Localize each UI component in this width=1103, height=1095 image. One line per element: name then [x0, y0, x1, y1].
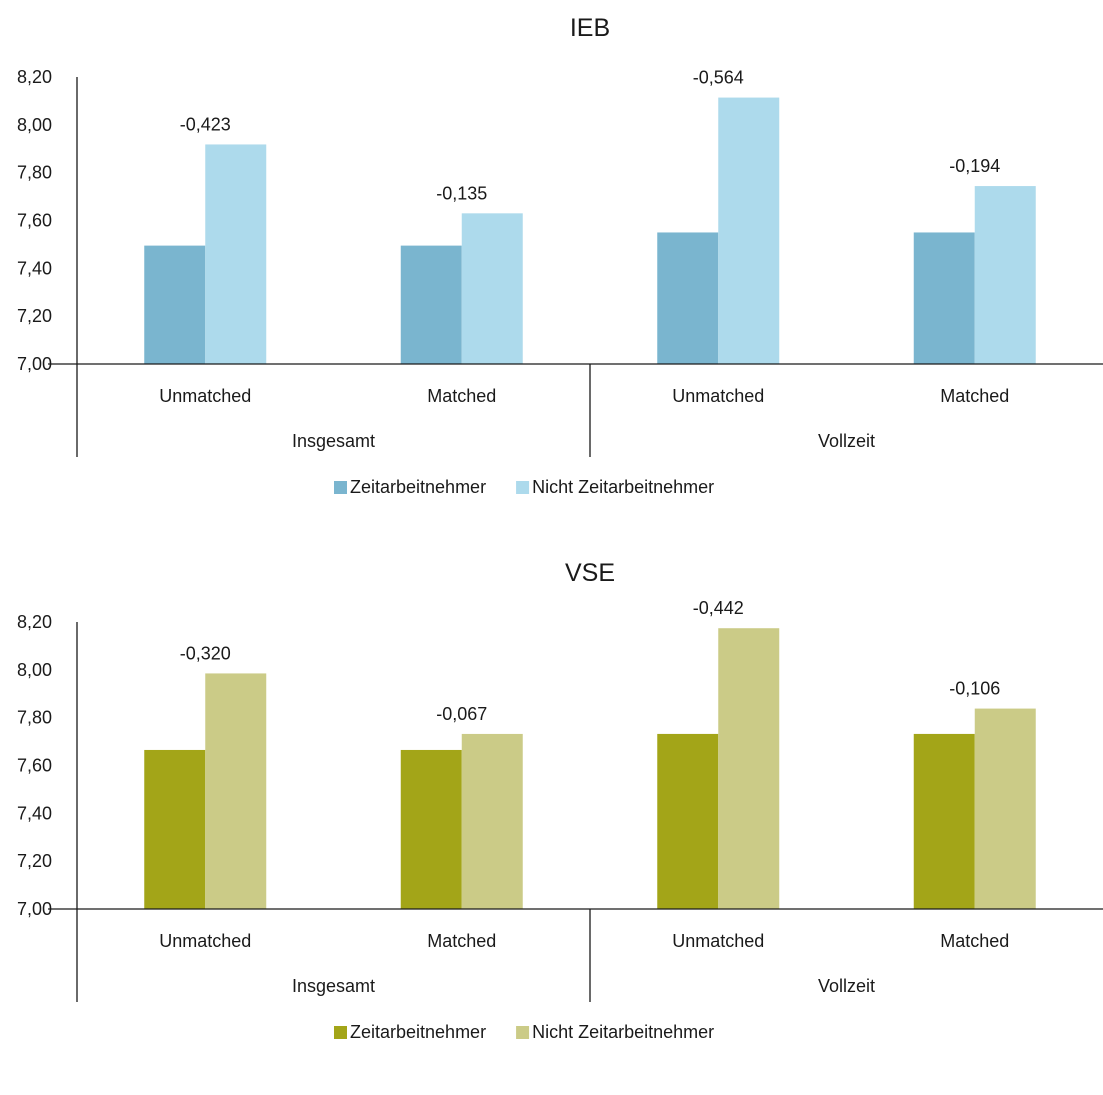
- ieb-legend-label: Nicht Zeitarbeitnehmer: [532, 477, 714, 497]
- vse-chart-svg: VSE 7,00 7,20 7,40 7,60 7,80 8,00 8,20 -0,320 Unm…: [17, 559, 1103, 1042]
- vse-bar-nicht-zeitarbeitnehmer: [205, 673, 267, 909]
- vse-x-group-label: Vollzeit: [818, 976, 875, 996]
- vse-bar-nicht-zeitarbeitnehmer: [974, 708, 1036, 909]
- vse-legend-swatch: [516, 1026, 530, 1039]
- vse-y-tick-label: 7,80: [17, 708, 52, 728]
- ieb-legend-swatch: [334, 481, 347, 494]
- ieb-chart: IEB 7,00 7,20 7,40 7,60 7,80 8,00 8,20 -0,423 Unm…: [0, 0, 1103, 545]
- ieb-data-label: -0,135: [436, 183, 487, 203]
- ieb-y-tick-label: 7,40: [17, 258, 52, 278]
- ieb-data-label: -0,194: [949, 156, 1000, 176]
- ieb-chart-title: IEB: [570, 14, 610, 42]
- ieb-bar-nicht-zeitarbeitnehmer: [718, 97, 780, 365]
- vse-bar-zeitarbeitnehmer: [657, 733, 719, 909]
- ieb-x-group-label: Vollzeit: [818, 431, 875, 451]
- vse-x-category-label: Matched: [940, 931, 1009, 951]
- ieb-y-tick-label: 8,20: [17, 67, 52, 87]
- ieb-y-tick-label: 7,80: [17, 163, 52, 183]
- vse-legend-swatch: [334, 1026, 347, 1039]
- vse-chart: VSE 7,00 7,20 7,40 7,60 7,80 8,00 8,20 -0,320 Unm…: [0, 545, 1103, 1090]
- vse-data-label: -0,106: [949, 679, 1000, 699]
- vse-x-category-label: Matched: [427, 931, 496, 951]
- ieb-bar-zeitarbeitnehmer: [913, 232, 975, 364]
- vse-y-tick-label: 7,20: [17, 851, 52, 871]
- vse-legend-label: Zeitarbeitnehmer: [350, 1022, 486, 1042]
- vse-y-tick-label: 7,60: [17, 756, 52, 776]
- vse-bar-zeitarbeitnehmer: [913, 733, 975, 909]
- vse-bar-zeitarbeitnehmer: [144, 749, 206, 909]
- vse-y-tick-label: 7,00: [17, 899, 52, 919]
- ieb-legend-label: Zeitarbeitnehmer: [350, 477, 486, 497]
- ieb-y-tick-label: 7,00: [17, 354, 52, 374]
- ieb-x-group-label: Insgesamt: [292, 431, 375, 451]
- ieb-bar-zeitarbeitnehmer: [144, 245, 206, 364]
- vse-y-tick-label: 8,00: [17, 660, 52, 680]
- vse-legend-label: Nicht Zeitarbeitnehmer: [532, 1022, 714, 1042]
- ieb-chart-svg: IEB 7,00 7,20 7,40 7,60 7,80 8,00 8,20 -0,423 Unm…: [17, 14, 1103, 497]
- ieb-x-category-label: Unmatched: [672, 386, 764, 406]
- vse-data-label: -0,067: [436, 704, 487, 724]
- ieb-y-tick-label: 7,60: [17, 211, 52, 231]
- vse-bar-zeitarbeitnehmer: [400, 749, 462, 909]
- ieb-bar-zeitarbeitnehmer: [400, 245, 462, 364]
- ieb-bar-zeitarbeitnehmer: [657, 232, 719, 364]
- ieb-bar-nicht-zeitarbeitnehmer: [974, 186, 1036, 364]
- vse-x-category-label: Unmatched: [159, 931, 251, 951]
- vse-x-category-label: Unmatched: [672, 931, 764, 951]
- ieb-x-category-label: Matched: [940, 386, 1009, 406]
- ieb-x-category-label: Matched: [427, 386, 496, 406]
- ieb-data-label: -0,423: [180, 114, 231, 134]
- vse-bar-nicht-zeitarbeitnehmer: [461, 733, 523, 909]
- vse-data-label: -0,320: [180, 643, 231, 663]
- vse-chart-title: VSE: [565, 559, 615, 587]
- ieb-y-tick-label: 7,20: [17, 306, 52, 326]
- vse-y-tick-label: 8,20: [17, 612, 52, 632]
- vse-x-group-label: Insgesamt: [292, 976, 375, 996]
- vse-bar-nicht-zeitarbeitnehmer: [718, 628, 780, 909]
- ieb-bar-nicht-zeitarbeitnehmer: [205, 144, 267, 364]
- vse-data-label: -0,442: [693, 598, 744, 618]
- ieb-bar-nicht-zeitarbeitnehmer: [461, 213, 523, 364]
- ieb-y-tick-label: 8,00: [17, 115, 52, 135]
- vse-y-tick-label: 7,40: [17, 803, 52, 823]
- ieb-legend-swatch: [516, 481, 530, 494]
- ieb-data-label: -0,564: [693, 68, 744, 88]
- ieb-x-category-label: Unmatched: [159, 386, 251, 406]
